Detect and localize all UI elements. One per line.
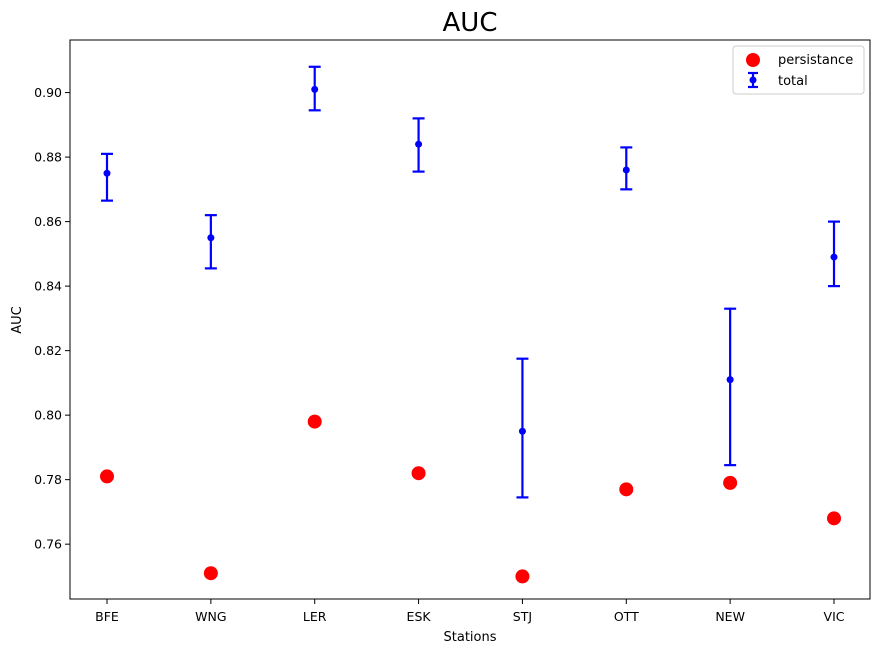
legend-box [732, 45, 865, 95]
total-point [726, 376, 734, 384]
legend-total-label: total [778, 74, 808, 89]
persistance-point [619, 482, 634, 497]
persistance-point [203, 566, 218, 581]
persistance-point [411, 466, 426, 481]
x-tick-label: WNG [195, 609, 226, 624]
persistance-point [723, 475, 738, 490]
total-point [207, 234, 215, 242]
persistance-series [100, 414, 841, 584]
plot-area [69, 39, 871, 600]
x-axis: BFE WNG LER ESK STJ OTT NEW VIC [95, 599, 845, 624]
y-tick-label: 0.84 [34, 279, 62, 294]
x-axis-title: Stations [444, 630, 497, 645]
total-point [830, 253, 838, 261]
legend-total-marker [748, 71, 758, 89]
x-tick-label: LER [303, 609, 327, 624]
y-tick-label: 0.88 [34, 150, 62, 165]
x-tick-label: STJ [513, 609, 532, 624]
total-point [518, 427, 526, 435]
total-point [622, 166, 630, 174]
chart-title: AUC [443, 8, 498, 38]
y-axis-title: AUC [10, 306, 25, 334]
persistance-point [515, 569, 530, 584]
legend-persistance-marker [746, 53, 760, 67]
x-tick-label: NEW [715, 609, 745, 624]
y-tick-label: 0.80 [34, 408, 62, 423]
x-tick-label: ESK [407, 609, 432, 624]
y-tick-label: 0.86 [34, 214, 62, 229]
y-tick-label: 0.90 [34, 85, 62, 100]
legend-total-point [749, 76, 757, 84]
x-tick-label: BFE [95, 609, 119, 624]
total-point [415, 140, 423, 148]
legend: persistance total [732, 45, 865, 95]
total-series [101, 65, 840, 499]
total-point [103, 169, 111, 177]
y-tick-label: 0.78 [34, 472, 62, 487]
persistance-point [827, 511, 841, 526]
total-point [311, 85, 319, 93]
y-tick-label: 0.76 [34, 537, 62, 552]
persistance-point [100, 469, 114, 484]
legend-persistance-label: persistance [778, 53, 853, 68]
x-tick-label: VIC [824, 609, 845, 624]
persistance-point [307, 414, 322, 429]
x-tick-label: OTT [614, 609, 639, 624]
y-axis: 0.76 0.78 0.80 0.82 0.84 0.86 0.88 0.90 [34, 85, 70, 552]
y-tick-label: 0.82 [34, 343, 62, 358]
